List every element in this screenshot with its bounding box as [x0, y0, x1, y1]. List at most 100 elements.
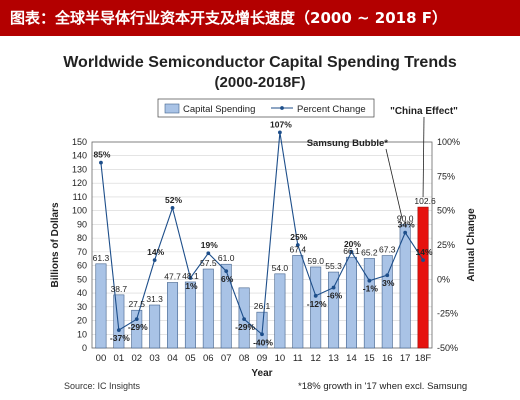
y2-tick-label: 25%	[437, 240, 455, 250]
percent-value-label: -1%	[363, 284, 379, 294]
y2-tick-label: -50%	[437, 343, 458, 353]
percent-value-label: 25%	[290, 232, 307, 242]
chart-title: Worldwide Semiconductor Capital Spending…	[63, 54, 457, 71]
percent-value-label: 20%	[344, 239, 361, 249]
legend-label: Capital Spending	[183, 104, 255, 115]
x-axis-title: Year	[251, 368, 272, 379]
x-tick-label: 18F	[415, 353, 432, 364]
x-tick-label: 10	[275, 353, 286, 364]
x-tick-label: 11	[293, 353, 303, 364]
bar-value-label: 61.3	[93, 253, 110, 263]
bar	[274, 273, 286, 349]
china-effect-annotation: "China Effect"	[390, 106, 458, 117]
bar-value-label: 90.0	[397, 213, 414, 223]
bar	[310, 266, 322, 349]
x-tick-label: 01	[114, 353, 125, 364]
x-tick-label: 06	[203, 353, 214, 364]
source-note: Source: IC Insights	[64, 381, 141, 391]
y-tick-label: 30	[77, 302, 87, 312]
bar-value-label: 48.1	[182, 271, 199, 281]
bar	[417, 206, 429, 349]
legend-label: Percent Change	[297, 104, 366, 115]
chart-subtitle: (2000-2018F)	[214, 74, 306, 91]
bar-value-label: 47.7	[164, 271, 181, 281]
y-tick-label: 130	[72, 164, 87, 174]
y-tick-label: 110	[73, 192, 87, 202]
line-point	[385, 273, 390, 278]
y-tick-label: 90	[77, 219, 87, 229]
line-point	[260, 332, 264, 337]
y-tick-label: 10	[77, 329, 87, 339]
y-tick-label: 150	[72, 137, 87, 147]
x-tick-label: 08	[239, 353, 250, 364]
bar	[328, 271, 340, 349]
y2-tick-label: 75%	[437, 171, 455, 181]
line-point	[367, 278, 372, 283]
y-tick-label: 40	[77, 288, 87, 298]
bar	[149, 304, 161, 349]
bar	[167, 282, 179, 349]
y2-tick-label: 100%	[437, 137, 460, 147]
bar	[184, 281, 196, 349]
line-point	[116, 328, 121, 333]
y-tick-label: 60	[77, 261, 87, 271]
bar	[113, 294, 125, 349]
annotation-arrow	[422, 116, 425, 198]
y-tick-label: 80	[77, 233, 87, 243]
samsung-bubble-annotation: Samsung Bubble*	[307, 138, 389, 149]
y-tick-label: 20	[77, 316, 87, 326]
percent-value-label: 34%	[398, 220, 415, 230]
bar	[220, 263, 232, 349]
annotation-arrow	[385, 148, 403, 219]
bar-value-label: 27.5	[128, 299, 145, 309]
x-tick-label: 17	[400, 353, 411, 364]
y-axis-title: Billions of Dollars	[50, 202, 61, 287]
footnote: *18% growth in '17 when excl. Samsung	[298, 381, 468, 392]
line-point	[421, 258, 425, 263]
x-tick-label: 05	[185, 353, 196, 364]
line-point	[331, 285, 336, 290]
bar	[202, 268, 214, 349]
line-point	[277, 130, 282, 135]
x-tick-label: 13	[328, 353, 339, 364]
x-tick-label: 15	[364, 353, 375, 364]
x-tick-label: 00	[96, 353, 107, 364]
legend-box	[157, 98, 375, 118]
bar-value-label: 54.0	[272, 263, 289, 273]
percent-value-label: 14%	[416, 247, 433, 257]
percent-value-label: 14%	[147, 247, 164, 257]
y2-tick-label: 50%	[437, 206, 455, 216]
bar-value-label: 67.3	[379, 245, 396, 255]
y-tick-label: 70	[77, 247, 87, 257]
bar-value-label: 57.5	[200, 258, 217, 268]
line-point	[295, 243, 300, 247]
percent-value-label: 1%	[185, 281, 198, 291]
y-tick-label: 100	[72, 206, 87, 216]
bar-value-label: 66.1	[343, 246, 360, 256]
percent-value-label: 3%	[382, 278, 395, 288]
bar-value-label: 102.6	[414, 196, 436, 206]
x-tick-label: 12	[310, 353, 321, 364]
line-point	[242, 317, 247, 322]
percent-value-label: -40%	[253, 337, 273, 347]
y-tick-label: 140	[72, 151, 87, 161]
percent-value-label: -37%	[110, 333, 130, 343]
line-point	[206, 251, 211, 256]
percent-value-label: -6%	[327, 291, 343, 301]
bar	[131, 309, 143, 349]
percent-value-label: 85%	[93, 150, 110, 160]
bar	[399, 224, 411, 349]
x-tick-label: 09	[257, 353, 268, 364]
percent-value-label: 52%	[165, 195, 182, 205]
x-tick-label: 04	[167, 353, 178, 364]
line-point	[224, 269, 229, 273]
percent-value-label: -29%	[235, 322, 255, 332]
line-point	[313, 293, 318, 298]
bar	[95, 263, 107, 349]
line-point	[99, 160, 103, 165]
legend-swatch-point	[280, 106, 284, 110]
x-tick-label: 03	[149, 353, 160, 364]
line-point	[134, 317, 139, 322]
bar-value-label: 65.2	[361, 247, 378, 257]
